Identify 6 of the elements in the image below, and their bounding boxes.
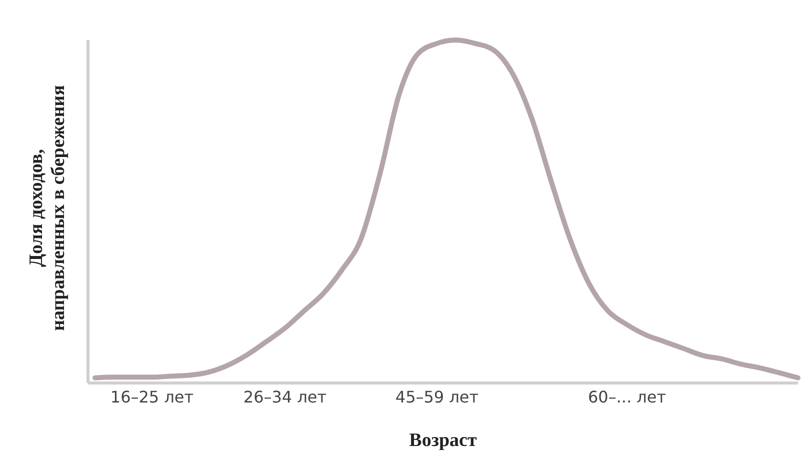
y-axis-title: Доля доходов, направленных в сбережения: [26, 85, 69, 331]
x-tick-label: 26–34 лет: [243, 387, 327, 406]
x-axis-title: Возраст: [409, 430, 478, 451]
x-tick-label: 60–... лет: [588, 387, 666, 406]
x-tick-label: 16–25 лет: [110, 387, 194, 406]
x-tick-label: 45–59 лет: [395, 387, 479, 406]
